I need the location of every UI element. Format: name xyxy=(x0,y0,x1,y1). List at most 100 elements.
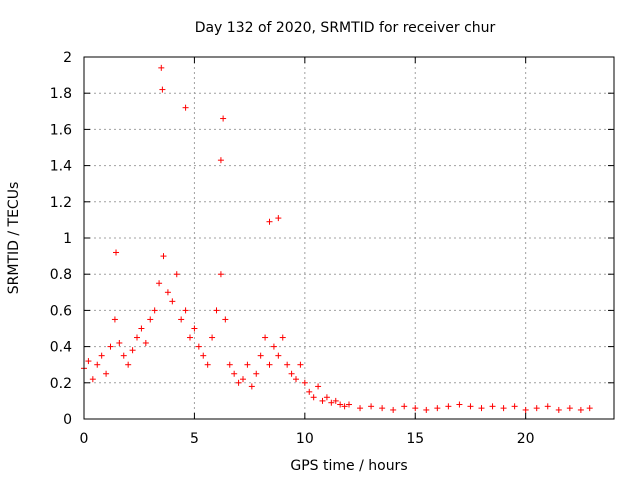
data-point xyxy=(103,370,110,377)
x-axis-label: GPS time / hours xyxy=(290,458,407,474)
data-point xyxy=(266,218,273,225)
data-point xyxy=(357,405,364,412)
data-point xyxy=(116,339,123,346)
data-point xyxy=(182,104,189,111)
data-point xyxy=(173,271,180,278)
data-point xyxy=(213,307,220,314)
data-point xyxy=(111,316,118,323)
data-point xyxy=(478,405,485,412)
data-point xyxy=(138,325,145,332)
data-point xyxy=(566,405,573,412)
data-point xyxy=(275,352,282,359)
y-tick-label: 2 xyxy=(63,50,72,66)
y-tick-label: 1.6 xyxy=(50,122,72,138)
data-point xyxy=(262,334,269,341)
data-point xyxy=(555,406,562,413)
data-point xyxy=(279,334,286,341)
data-point xyxy=(244,361,251,368)
data-points xyxy=(81,64,593,413)
data-point xyxy=(217,157,224,164)
data-point xyxy=(257,352,264,359)
data-point xyxy=(187,334,193,341)
data-point xyxy=(253,370,260,377)
data-point xyxy=(129,347,136,354)
data-point xyxy=(231,370,238,377)
y-tick-label: 0.4 xyxy=(50,340,72,356)
data-point xyxy=(113,249,120,256)
data-point xyxy=(301,379,308,386)
y-tick-label: 0.8 xyxy=(50,267,72,283)
data-point xyxy=(456,401,463,408)
data-point xyxy=(332,397,339,404)
data-point xyxy=(434,405,441,412)
data-point xyxy=(293,376,299,383)
data-point xyxy=(297,361,304,368)
data-point xyxy=(577,406,584,413)
data-point xyxy=(328,399,335,406)
data-point xyxy=(467,403,474,410)
data-point xyxy=(412,405,419,412)
y-tick-label: 1.8 xyxy=(50,86,72,102)
data-point xyxy=(248,383,255,390)
data-point xyxy=(85,358,92,365)
data-point xyxy=(306,388,313,395)
x-axis-ticks: 0 5 10 15 20 xyxy=(80,57,535,447)
data-point xyxy=(390,406,397,413)
x-tick-label: 0 xyxy=(80,431,89,447)
data-point xyxy=(226,361,233,368)
x-tick-label: 10 xyxy=(296,431,314,447)
data-point xyxy=(98,352,105,359)
data-point xyxy=(182,307,189,314)
data-point xyxy=(222,316,229,323)
y-tick-label: 1 xyxy=(63,231,72,247)
data-point xyxy=(401,403,408,410)
y-axis-ticks: 0 0.2 0.4 0.6 0.8 1 1.2 1.4 1.6 1.8 2 xyxy=(50,50,614,428)
data-point xyxy=(319,397,326,404)
data-point xyxy=(284,361,291,368)
data-point xyxy=(200,352,207,359)
data-point xyxy=(89,376,96,383)
x-tick-label: 20 xyxy=(517,431,535,447)
data-point xyxy=(489,403,496,410)
data-point xyxy=(346,401,352,408)
data-point xyxy=(270,343,277,350)
data-point xyxy=(522,406,529,413)
data-point xyxy=(217,271,224,278)
data-point xyxy=(586,405,593,412)
y-tick-label: 0 xyxy=(63,412,72,428)
data-point xyxy=(323,394,330,401)
data-point xyxy=(310,394,317,401)
data-point xyxy=(120,352,127,359)
y-tick-label: 0.6 xyxy=(50,303,72,319)
data-point xyxy=(533,405,540,412)
data-point xyxy=(209,334,216,341)
data-point xyxy=(158,64,165,71)
data-point xyxy=(147,316,154,323)
data-point xyxy=(315,383,322,390)
data-point xyxy=(160,253,167,260)
x-tick-label: 15 xyxy=(406,431,424,447)
data-point xyxy=(288,370,295,377)
data-point xyxy=(379,405,386,412)
data-point xyxy=(107,343,114,350)
data-point xyxy=(368,403,375,410)
data-point xyxy=(191,325,198,332)
data-point xyxy=(151,307,158,314)
data-point xyxy=(156,280,163,287)
data-point xyxy=(204,361,211,368)
data-point xyxy=(169,298,176,305)
data-point xyxy=(125,361,132,368)
data-point xyxy=(511,403,518,410)
chart-title: Day 132 of 2020, SRMTID for receiver chu… xyxy=(195,20,496,36)
y-tick-label: 1.4 xyxy=(50,159,72,175)
data-point xyxy=(134,334,140,341)
data-point xyxy=(341,403,348,410)
data-point xyxy=(445,403,452,410)
data-point xyxy=(220,115,227,122)
data-point xyxy=(164,289,171,296)
y-axis-label: SRMTID / TECUs xyxy=(6,182,22,295)
y-tick-label: 1.2 xyxy=(50,195,72,211)
data-point xyxy=(195,343,202,350)
data-point xyxy=(159,86,166,93)
